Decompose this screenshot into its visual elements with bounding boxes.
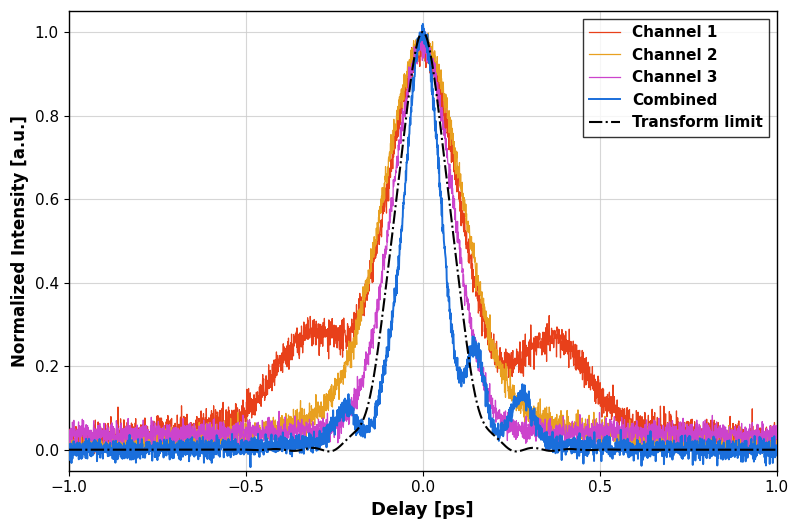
Channel 2 [417, 29, 426, 35]
Channel 2 [758, 439, 768, 446]
Channel 3 [186, 431, 196, 438]
Y-axis label: Normalized Intensity [a.u.]: Normalized Intensity [a.u.] [11, 115, 29, 367]
Transform limit [145, 447, 154, 453]
Channel 3 [772, 427, 782, 434]
Channel 2 [682, 437, 692, 444]
Transform limit [64, 447, 74, 453]
Channel 3 [64, 438, 74, 445]
Line: Combined: Combined [69, 24, 777, 467]
Transform limit [758, 447, 768, 453]
Channel 2 [186, 434, 196, 440]
Transform limit [418, 29, 427, 35]
Combined [64, 443, 74, 449]
Line: Channel 3: Channel 3 [69, 32, 777, 451]
Line: Transform limit: Transform limit [69, 32, 777, 452]
Transform limit [682, 447, 692, 453]
Channel 1 [336, 352, 346, 358]
Combined [682, 441, 692, 447]
Channel 3 [145, 431, 154, 437]
Channel 1 [187, 421, 197, 428]
Channel 1 [772, 439, 782, 446]
Combined [336, 412, 346, 419]
Channel 2 [335, 377, 345, 383]
Combined [366, 422, 376, 429]
Channel 3 [421, 29, 430, 35]
Channel 1 [64, 435, 74, 441]
Combined [186, 440, 196, 446]
Line: Channel 1: Channel 1 [69, 32, 777, 453]
Combined [418, 21, 428, 27]
Legend: Channel 1, Channel 2, Channel 3, Combined, Transform limit: Channel 1, Channel 2, Channel 3, Combine… [583, 19, 769, 137]
Channel 3 [366, 345, 376, 351]
Channel 3 [682, 421, 692, 427]
Channel 2 [366, 245, 376, 252]
Channel 1 [366, 271, 376, 278]
Channel 1 [416, 29, 426, 35]
Channel 2 [64, 448, 74, 455]
Channel 3 [758, 432, 768, 439]
Channel 2 [145, 448, 154, 454]
Channel 3 [578, 447, 588, 454]
Channel 2 [772, 448, 782, 455]
Transform limit [186, 447, 196, 453]
Combined [145, 439, 154, 445]
Channel 1 [758, 432, 768, 439]
Transform limit [772, 447, 782, 453]
Transform limit [324, 448, 334, 455]
Channel 3 [335, 415, 345, 421]
Channel 1 [682, 418, 692, 425]
X-axis label: Delay [ps]: Delay [ps] [371, 501, 474, 519]
Line: Channel 2: Channel 2 [69, 32, 777, 452]
Combined [772, 452, 782, 458]
Combined [758, 443, 768, 449]
Channel 1 [145, 435, 154, 441]
Transform limit [366, 388, 376, 394]
Channel 1 [67, 450, 77, 456]
Combined [246, 464, 255, 470]
Transform limit [336, 443, 346, 449]
